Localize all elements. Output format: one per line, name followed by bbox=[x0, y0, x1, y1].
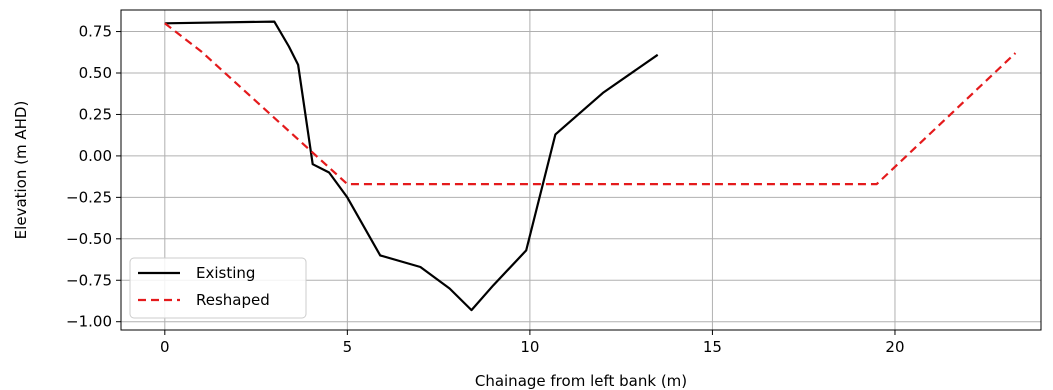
x-tick-label: 15 bbox=[703, 338, 722, 356]
x-axis-ticks: 0 5 10 15 20 bbox=[160, 330, 905, 356]
y-tick-label: 0.00 bbox=[79, 147, 112, 165]
x-tick-label: 5 bbox=[343, 338, 353, 356]
y-axis-ticks: 0.75 0.50 0.25 0.00 −0.25 −0.50 −0.75 −1.00 bbox=[66, 23, 121, 331]
series-lines bbox=[164, 20, 1017, 312]
x-tick-label: 20 bbox=[885, 338, 904, 356]
y-tick-label: −0.50 bbox=[66, 230, 112, 248]
plot-frame bbox=[120, 9, 1042, 331]
y-tick-label: −0.75 bbox=[66, 271, 112, 289]
legend-label-existing: Existing bbox=[196, 264, 255, 282]
y-tick-label: 0.75 bbox=[79, 23, 112, 41]
series-line-existing bbox=[164, 20, 659, 312]
y-axis-label: Elevation (m AHD) bbox=[12, 101, 30, 240]
y-tick-label: −0.25 bbox=[66, 188, 112, 206]
y-tick-label: −1.00 bbox=[66, 313, 112, 331]
legend-label-reshaped: Reshaped bbox=[196, 291, 270, 309]
x-tick-label: 0 bbox=[160, 338, 170, 356]
y-tick-label: 0.25 bbox=[79, 105, 112, 123]
legend: Existing Reshaped bbox=[129, 257, 307, 319]
series-line-reshaped bbox=[164, 22, 1017, 186]
x-axis-label: Chainage from left bank (m) bbox=[475, 372, 687, 390]
x-tick-label: 10 bbox=[520, 338, 539, 356]
y-tick-label: 0.50 bbox=[79, 64, 112, 82]
